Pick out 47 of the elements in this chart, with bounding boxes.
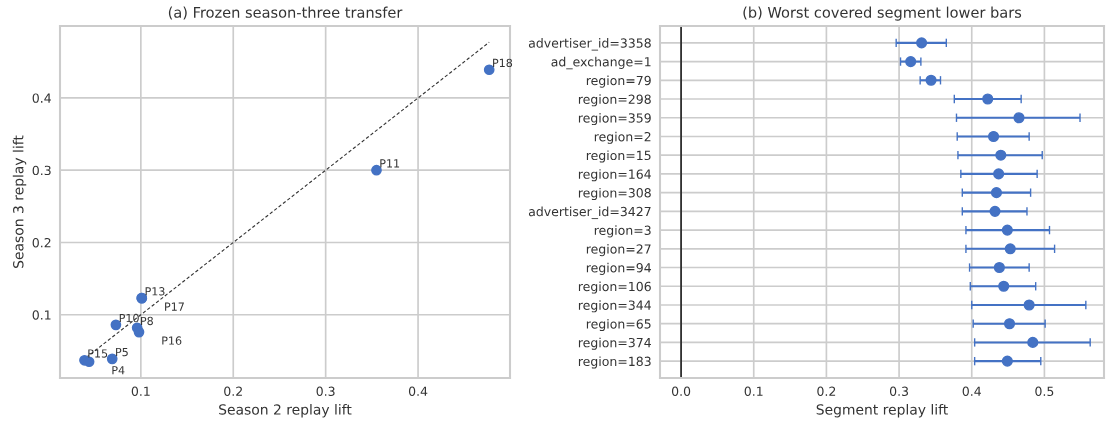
x-tick-label: 0.1 [131,386,150,397]
x-tick-label: 0.1 [744,386,763,397]
x-tick-label: 0.2 [817,386,836,397]
x-tick-label: 0.2 [224,386,242,397]
annotation: P4 [112,366,125,375]
annotation: P16 [162,336,182,345]
y-tick-label: region=3 [594,225,651,238]
y-tick-label: region=298 [578,94,651,107]
y-tick-label: 0.4 [32,93,51,103]
y-tick-label: region=164 [578,169,651,182]
annotation: P13 [145,287,165,296]
annotation: P17 [165,302,184,311]
y-tick-label: 0.2 [32,237,51,248]
y-tick-label: region=308 [578,187,651,200]
y-tick-label: region=2 [594,131,651,144]
x-axis-title: Season 2 replay lift [219,403,352,418]
chart-title: (a) Frozen season-three transfer [168,6,403,20]
x-tick-label: 0.0 [671,386,691,397]
y-tick-label: ad_exchange=1 [551,56,651,70]
x-tick-label: 0.4 [408,386,428,397]
x-axis-title: Segment replay lift [816,403,948,418]
y-tick-label: region=374 [578,337,651,350]
y-tick-label: region=94 [586,262,651,275]
annotation: P11 [380,159,400,168]
annotation: P5 [116,347,128,357]
y-tick-label: advertiser_id=3358 [528,38,651,51]
y-tick-label: region=106 [578,281,651,294]
y-axis-title: Season 3 replay lift [12,135,27,268]
y-tick-label: 0.1 [32,310,51,320]
y-tick-label: region=359 [578,113,651,126]
x-tick-label: 0.4 [962,386,981,397]
y-tick-label: region=65 [586,318,651,332]
y-tick-label: region=27 [586,244,651,257]
annotation: P10 [119,313,139,323]
annotation: P15 [88,349,108,358]
annotation: P8 [141,316,153,326]
x-tick-label: 0.3 [316,386,335,397]
y-tick-label: region=79 [586,75,651,88]
y-tick-label: region=344 [578,300,651,313]
y-tick-label: region=15 [586,150,651,163]
x-tick-label: 0.3 [889,386,909,397]
y-tick-label: region=183 [578,356,651,369]
annotation: P18 [493,58,513,68]
y-tick-label: 0.3 [32,165,51,176]
chart-title: (b) Worst covered segment lower bars [743,6,1022,21]
x-tick-label: 0.5 [1035,386,1054,397]
y-tick-label: advertiser_id=3427 [528,206,651,220]
